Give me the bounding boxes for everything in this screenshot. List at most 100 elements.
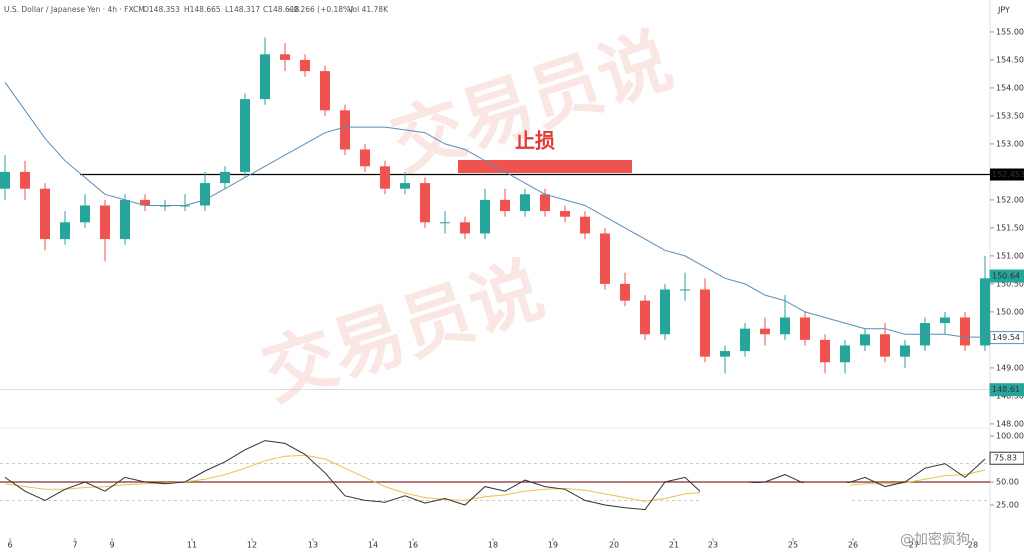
candle-body bbox=[960, 317, 970, 346]
price-label: 152.453 bbox=[992, 170, 1024, 179]
y2-tick-label: 100.00 bbox=[996, 432, 1024, 441]
price-label: 149.54 bbox=[992, 333, 1020, 342]
x-tick-label: 14 bbox=[368, 541, 378, 550]
candle-body bbox=[440, 222, 450, 224]
candle-body bbox=[340, 110, 350, 150]
x-tick-label: 13 bbox=[308, 541, 318, 550]
candle-body bbox=[840, 345, 850, 363]
x-tick-label: 19 bbox=[548, 541, 558, 550]
candle-body bbox=[980, 278, 990, 346]
price-label-box bbox=[989, 269, 1024, 283]
credit: @加密疯狗 bbox=[900, 531, 970, 548]
candle-body bbox=[540, 194, 550, 212]
candle-body bbox=[140, 199, 150, 206]
symbol: U.S. Dollar / Japanese Yen · 4h · FXCM bbox=[4, 5, 145, 14]
candle-body bbox=[360, 149, 370, 167]
volume: Vol 41.78K bbox=[348, 5, 389, 14]
x-tick-label: 20 bbox=[609, 541, 619, 550]
x-tick-label: 12 bbox=[247, 541, 257, 550]
candle-body bbox=[80, 205, 90, 223]
x-tick-label: 11 bbox=[187, 541, 197, 550]
candle-body bbox=[640, 300, 650, 335]
y-tick-label: 148.000 bbox=[996, 419, 1024, 428]
candle-body bbox=[420, 183, 430, 223]
y-tick-label: 153.500 bbox=[996, 111, 1024, 120]
y-tick-label: 149.000 bbox=[996, 363, 1024, 372]
y2-tick-label: 50.00 bbox=[996, 477, 1019, 486]
x-tick-label: 23 bbox=[708, 541, 718, 550]
x-tick-label: 16 bbox=[408, 541, 418, 550]
y-tick-label: 150.000 bbox=[996, 307, 1024, 316]
candle-body bbox=[300, 59, 310, 72]
candle-body bbox=[700, 289, 710, 357]
candle-body bbox=[580, 216, 590, 234]
stop-loss-zone bbox=[458, 160, 632, 173]
change: +0.266 (+0.18%) bbox=[287, 5, 353, 14]
candle-body bbox=[0, 171, 10, 189]
y-tick-label: 155.000 bbox=[996, 27, 1024, 36]
candle-body bbox=[280, 54, 290, 60]
candle-body bbox=[940, 317, 950, 324]
osc-label-box bbox=[989, 451, 1024, 465]
candle-body bbox=[460, 222, 470, 234]
ohlc-low: L148.317 bbox=[225, 5, 260, 14]
candle-body bbox=[500, 199, 510, 212]
x-tick-label: 26 bbox=[848, 541, 858, 550]
annotation: 止损 bbox=[515, 129, 555, 153]
ohlc-high: H148.665 bbox=[184, 5, 221, 14]
x-tick-label: 25 bbox=[788, 541, 798, 550]
price-label-box bbox=[990, 168, 1024, 181]
candle-body bbox=[100, 205, 110, 240]
candle-body bbox=[220, 171, 230, 184]
candle-body bbox=[760, 328, 770, 335]
candle-body bbox=[800, 317, 810, 340]
candle-body bbox=[40, 188, 50, 240]
y-tick-label: 151.000 bbox=[996, 251, 1024, 260]
candle-body bbox=[860, 334, 870, 346]
candle-body bbox=[240, 99, 250, 172]
candle-body bbox=[680, 289, 690, 291]
candle-body bbox=[480, 199, 490, 234]
candle-body bbox=[380, 166, 390, 189]
x-tick-label: 21 bbox=[669, 541, 679, 550]
ohlc-open: O148.353 bbox=[143, 5, 180, 14]
candle-body bbox=[200, 183, 210, 206]
candle-body bbox=[820, 339, 830, 363]
moving-average bbox=[4, 82, 985, 338]
osc-label: 75.83 bbox=[994, 454, 1017, 463]
candle-body bbox=[600, 233, 610, 284]
x-tick-label: 28 bbox=[968, 541, 978, 550]
y-tick-label: 154.000 bbox=[996, 83, 1024, 92]
candle-body bbox=[720, 351, 730, 357]
candle-body bbox=[20, 171, 30, 189]
x-tick-label: 6 bbox=[7, 541, 12, 550]
candle-body bbox=[320, 71, 330, 111]
ohlc-close: C148.618 bbox=[263, 5, 299, 14]
candle-body bbox=[780, 317, 790, 335]
candle-body bbox=[520, 194, 530, 212]
candle-body bbox=[400, 183, 410, 189]
candle-body bbox=[560, 211, 570, 217]
y-tick-label: 152.000 bbox=[996, 195, 1024, 204]
cover bbox=[700, 483, 850, 535]
candle-body bbox=[900, 345, 910, 357]
y-tick-label: 153.000 bbox=[996, 139, 1024, 148]
currency: JPY bbox=[997, 6, 1010, 15]
candle-body bbox=[660, 289, 670, 335]
price-label: 150.64 bbox=[992, 272, 1020, 281]
candle-body bbox=[260, 54, 270, 100]
candle-body bbox=[740, 328, 750, 352]
candle-body bbox=[120, 199, 130, 240]
y-tick-label: 150.500 bbox=[996, 279, 1024, 288]
x-tick-label: 18 bbox=[488, 541, 498, 550]
candle-body bbox=[880, 334, 890, 357]
x-tick-label: 7 bbox=[72, 541, 77, 550]
price-label-box bbox=[989, 383, 1024, 397]
price-label: 148.61 bbox=[992, 385, 1020, 394]
x-tick-label: 27 bbox=[909, 541, 919, 550]
candle-body bbox=[60, 222, 70, 240]
y2-tick-label: 25.00 bbox=[996, 500, 1019, 509]
